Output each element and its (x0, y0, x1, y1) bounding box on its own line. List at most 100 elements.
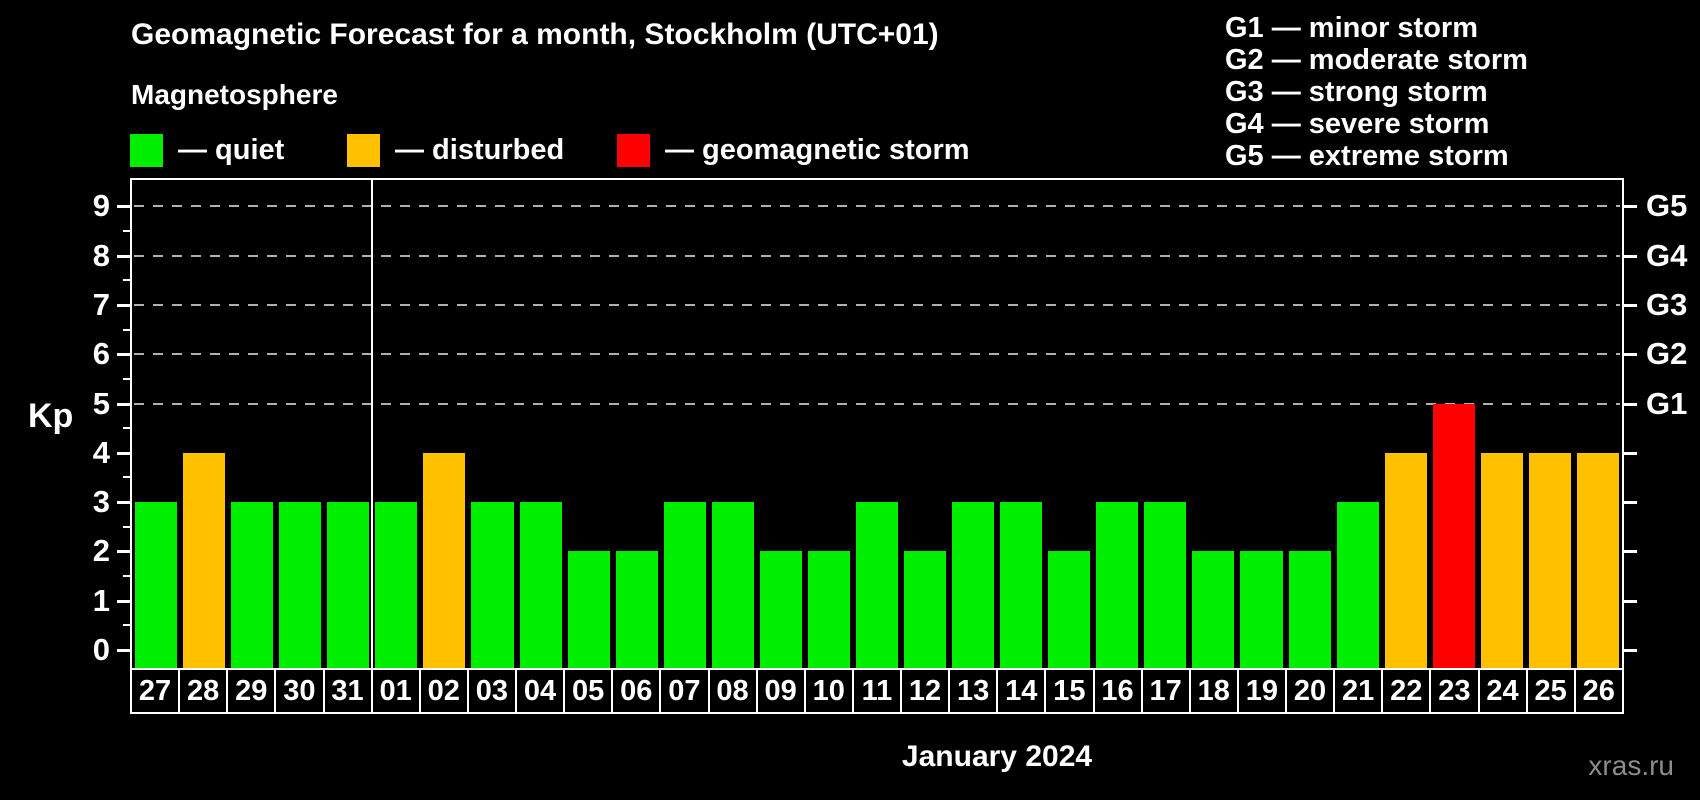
y-tick-right-9 (1622, 205, 1637, 209)
kp-bar-day-01 (375, 502, 418, 668)
kp-bar-day-23 (1432, 403, 1475, 668)
kp-gridline-7 (134, 303, 1620, 306)
right-axis-label-G3: G3 (1646, 286, 1688, 322)
kp-gridline-5 (134, 402, 1620, 405)
day-label-20: 20 (1287, 670, 1336, 712)
y-tick-label-3: 3 (92, 484, 110, 520)
y-tick-right-1 (1622, 599, 1637, 603)
y-minortick-1.5 (123, 575, 132, 578)
kp-bar-day-28 (183, 452, 226, 668)
kp-bar-day-08 (711, 502, 754, 668)
right-axis-label-G4: G4 (1646, 237, 1688, 273)
y-tick-left-7 (117, 303, 132, 307)
day-label-30: 30 (276, 670, 325, 712)
y-tick-left-3 (117, 501, 132, 505)
kp-bar-day-03 (471, 502, 514, 668)
kp-bar-day-07 (663, 502, 706, 668)
y-minortick-5.5 (123, 377, 132, 380)
kp-gridline-6 (134, 353, 1620, 356)
legend-item-storm: — geomagnetic storm (617, 134, 970, 167)
day-label-26: 26 (1582, 674, 1615, 707)
day-label-07: 07 (661, 670, 710, 712)
legend-label-storm: — geomagnetic storm (665, 134, 970, 166)
kp-bar-day-21 (1336, 502, 1379, 668)
day-label-23: 23 (1431, 670, 1480, 712)
y-tick-label-5: 5 (92, 385, 110, 421)
day-label-12: 12 (902, 670, 951, 712)
kp-bar-day-09 (759, 551, 802, 668)
day-label-27: 27 (132, 670, 181, 712)
kp-bar-day-04 (519, 502, 562, 668)
y-minortick-6.5 (123, 328, 132, 331)
kp-bar-day-14 (1000, 502, 1043, 668)
kp-bar-day-26 (1576, 452, 1619, 668)
right-axis-label-G1: G1 (1646, 385, 1688, 421)
storm-color-swatch (617, 134, 650, 167)
y-tick-left-6 (117, 353, 132, 357)
day-label-10: 10 (806, 670, 854, 712)
day-label-01: 01 (373, 670, 421, 712)
y-minortick-3.5 (123, 476, 132, 479)
y-tick-right-2 (1622, 550, 1637, 554)
month-separator (371, 180, 374, 668)
day-label-25: 25 (1528, 670, 1576, 712)
day-label-04: 04 (517, 670, 566, 712)
y-minortick-0.5 (123, 624, 132, 627)
day-label-18: 18 (1191, 670, 1239, 712)
kp-bar-day-17 (1144, 502, 1187, 668)
y-tick-left-5 (117, 402, 132, 406)
y-tick-left-4 (117, 451, 132, 455)
y-tick-label-9: 9 (92, 188, 110, 224)
day-label-11: 11 (854, 670, 902, 712)
y-minortick-2.5 (123, 525, 132, 528)
kp-bar-day-24 (1480, 452, 1523, 668)
x-axis-month-label: January 2024 (901, 740, 1093, 773)
day-label-09: 09 (758, 670, 806, 712)
y-axis-label: Kp (28, 397, 74, 435)
day-label-16: 16 (1095, 670, 1143, 712)
y-tick-left-2 (117, 550, 132, 554)
y-tick-left-1 (117, 599, 132, 603)
kp-bar-day-13 (952, 502, 995, 668)
y-tick-right-4 (1622, 451, 1637, 455)
y-tick-right-3 (1622, 501, 1637, 505)
day-label-02: 02 (421, 670, 469, 712)
day-label-06: 06 (613, 670, 662, 712)
y-tick-label-8: 8 (92, 237, 110, 273)
y-tick-right-6 (1622, 353, 1637, 357)
legend-label-quiet: — quiet (178, 134, 285, 166)
g-legend-g5: G5 — extreme storm (1225, 140, 1509, 172)
legend-item-quiet: — quiet (130, 134, 284, 167)
y-tick-label-0: 0 (92, 632, 110, 667)
quiet-color-swatch (130, 134, 163, 167)
kp-bar-day-02 (423, 452, 466, 668)
day-label-14: 14 (998, 670, 1047, 712)
kp-bar-day-29 (231, 502, 274, 668)
kp-bar-day-15 (1048, 551, 1091, 668)
g-legend-g2: G2 — moderate storm (1225, 44, 1528, 76)
day-label-28: 28 (180, 670, 229, 712)
y-minortick-8.5 (123, 229, 132, 232)
day-label-03: 03 (469, 670, 517, 712)
g-legend-g3: G3 — strong storm (1225, 76, 1488, 108)
legend-item-disturbed: — disturbed (347, 134, 564, 167)
y-tick-left-0 (117, 649, 132, 652)
plot-area (130, 178, 1624, 668)
kp-gridline-9 (134, 205, 1620, 208)
right-axis-label-G2: G2 (1646, 336, 1688, 372)
kp-bar-day-22 (1384, 452, 1427, 668)
kp-bar-day-11 (855, 502, 899, 668)
disturbed-color-swatch (347, 134, 380, 167)
kp-bar-day-30 (279, 502, 322, 668)
y-tick-right-8 (1622, 254, 1637, 258)
x-axis-day-labels: 27 28 29 30 31 01 02 03 04 05 06 07 08 09 10 11 12 13 14 15… (130, 668, 1624, 714)
y-tick-left-9 (117, 205, 132, 209)
y-tick-right-7 (1622, 303, 1637, 307)
y-tick-label-1: 1 (92, 582, 110, 618)
y-tick-left-8 (117, 254, 132, 258)
kp-bar-day-16 (1096, 502, 1139, 668)
y-minortick-7.5 (123, 279, 132, 282)
chart-title: Geomagnetic Forecast for a month, Stockh… (131, 18, 939, 51)
day-label-05: 05 (565, 670, 614, 712)
y-tick-label-6: 6 (92, 336, 110, 372)
